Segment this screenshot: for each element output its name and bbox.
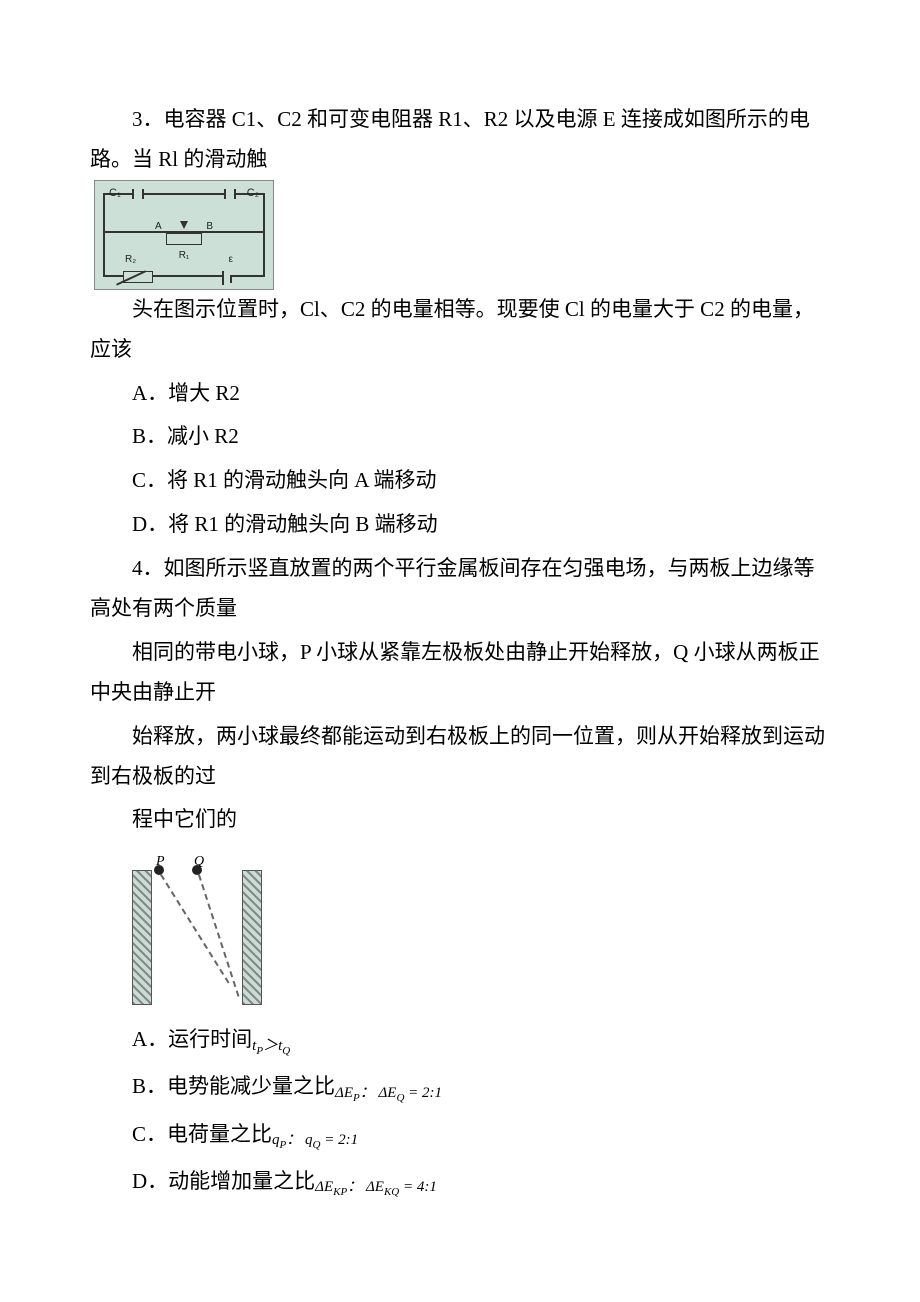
resistor-r1-label: R₁ bbox=[179, 246, 190, 265]
q4-b-text: B．电势能减少量之比 bbox=[132, 1074, 335, 1098]
q4-stem-text-1: 4．如图所示竖直放置的两个平行金属板间存在匀强电场，与两板上边缘等高处有两个质量 bbox=[90, 549, 830, 629]
q3-option-c: C．将 R1 的滑动触头向 A 端移动 bbox=[90, 461, 830, 501]
q4-a-text: A．运行时间 bbox=[132, 1027, 252, 1051]
right-plate bbox=[242, 870, 262, 1005]
parallel-plates-figure: P Q bbox=[132, 855, 262, 1005]
q4-stem-text-2: 相同的带电小球，P 小球从紧靠左极板处由静止开始释放，Q 小球从两板正中央由静止… bbox=[90, 633, 830, 713]
capacitor-c2-label: C₂ bbox=[247, 183, 259, 204]
q4-option-a: A．运行时间tP＞tQ bbox=[90, 1020, 830, 1063]
ball-p-label: P bbox=[156, 849, 165, 876]
q3-option-b: B．减小 R2 bbox=[90, 417, 830, 457]
q4-stem-text-4: 程中它们的 bbox=[90, 800, 830, 840]
trajectory-q bbox=[198, 875, 239, 997]
terminal-a-label: A bbox=[155, 217, 162, 236]
terminal-b-label: B bbox=[206, 217, 213, 236]
left-plate bbox=[132, 870, 152, 1005]
trajectory-p bbox=[160, 874, 230, 984]
q4-stem-text-3: 始释放，两小球最终都能运动到右极板上的同一位置，则从开始释放到运动到右极板的过 bbox=[90, 717, 830, 797]
capacitor-c1-label: C₁ bbox=[109, 183, 121, 204]
q4-d-text: D．动能增加量之比 bbox=[132, 1169, 315, 1193]
q4-option-b: B．电势能减少量之比ΔEP： ΔEQ = 2:1 bbox=[90, 1067, 830, 1110]
q4-option-c: C．电荷量之比qP： qQ = 2:1 bbox=[90, 1115, 830, 1158]
q4-c-text: C．电荷量之比 bbox=[132, 1122, 272, 1146]
resistor-r2-label: R₂ bbox=[125, 250, 136, 269]
q3-stem-text-2: 头在图示位置时，Cl、C2 的电量相等。现要使 Cl 的电量大于 C2 的电量，… bbox=[90, 290, 830, 370]
q3-stem-text-1: 3．电容器 C1、C2 和可变电阻器 R1、R2 以及电源 E 连接成如图所示的… bbox=[90, 100, 830, 180]
q3-option-a: A．增大 R2 bbox=[90, 374, 830, 414]
q3-option-d: D．将 R1 的滑动触头向 B 端移动 bbox=[90, 505, 830, 545]
emf-label: ε bbox=[229, 250, 233, 269]
circuit-diagram-figure: C₁ C₂ A B R₁ R₂ ε bbox=[94, 180, 274, 290]
question-3-stem-line1: 3．电容器 C1、C2 和可变电阻器 R1、R2 以及电源 E 连接成如图所示的… bbox=[90, 100, 830, 290]
q4-option-d: D．动能增加量之比ΔEKP： ΔEKQ = 4:1 bbox=[90, 1162, 830, 1205]
ball-q-label: Q bbox=[194, 849, 204, 876]
